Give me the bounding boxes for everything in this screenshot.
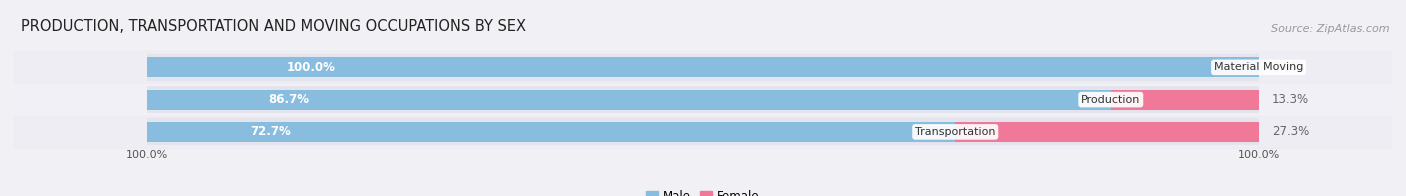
Bar xyxy=(955,122,1258,142)
Text: 13.3%: 13.3% xyxy=(1272,93,1309,106)
Text: 27.3%: 27.3% xyxy=(1272,125,1309,138)
Bar xyxy=(148,90,1111,110)
Text: Source: ZipAtlas.com: Source: ZipAtlas.com xyxy=(1271,24,1389,34)
Bar xyxy=(148,54,1258,81)
Text: 100.0%: 100.0% xyxy=(127,150,169,160)
Text: 0.0%: 0.0% xyxy=(1272,61,1302,74)
Bar xyxy=(148,122,955,142)
Text: PRODUCTION, TRANSPORTATION AND MOVING OCCUPATIONS BY SEX: PRODUCTION, TRANSPORTATION AND MOVING OC… xyxy=(21,19,526,34)
Text: 100.0%: 100.0% xyxy=(1237,150,1279,160)
Text: Material Moving: Material Moving xyxy=(1213,62,1303,72)
Bar xyxy=(148,57,1258,77)
Text: Production: Production xyxy=(1081,95,1140,105)
Bar xyxy=(14,83,1392,116)
Legend: Male, Female: Male, Female xyxy=(641,185,765,196)
Bar xyxy=(14,116,1392,148)
Text: Transportation: Transportation xyxy=(915,127,995,137)
Bar xyxy=(148,118,1258,145)
Text: 86.7%: 86.7% xyxy=(269,93,309,106)
Bar xyxy=(148,86,1258,113)
Text: 72.7%: 72.7% xyxy=(250,125,291,138)
Text: 100.0%: 100.0% xyxy=(287,61,335,74)
Bar xyxy=(14,51,1392,83)
Bar xyxy=(1111,90,1258,110)
